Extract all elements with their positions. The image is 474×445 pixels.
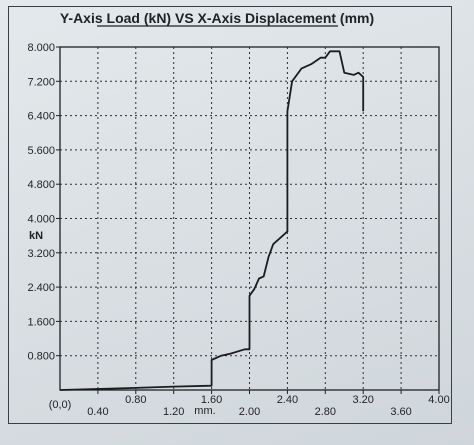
- x-tick-label: 3.60: [390, 406, 411, 418]
- series-layer: [59, 50, 365, 391]
- y-tick-label: 6.400: [27, 111, 55, 123]
- y-tick-label: 3.200: [27, 248, 55, 260]
- origin-label: (0,0): [49, 399, 72, 411]
- y-tick-label: 0.800: [27, 351, 55, 363]
- y-tick-label: 7.200: [27, 76, 55, 88]
- y-tick-label: 1.600: [27, 316, 55, 328]
- x-tick-label: 2.80: [315, 406, 336, 418]
- y-tick-label: 8.000: [27, 42, 55, 54]
- y-tick-label: 2.400: [27, 282, 55, 294]
- y-tick-label: 4.000: [27, 214, 55, 226]
- y-axis-label: kN: [29, 230, 43, 242]
- tick-layer: 0.800 1.600 2.400 3.200 4.000 4.800 5.600 6.400…: [27, 42, 449, 418]
- x-tick-label: 2.40: [277, 394, 298, 406]
- x-tick-label: 4.00: [428, 394, 449, 406]
- chart-frame: [8, 6, 452, 424]
- x-tick-label: 3.20: [352, 394, 373, 406]
- y-tick-label: 5.600: [27, 145, 55, 157]
- x-tick-label: 1.20: [163, 406, 184, 418]
- x-tick-label: 0.40: [87, 406, 108, 418]
- y-tick-label: 4.800: [27, 179, 55, 191]
- x-tick-label: 0.80: [125, 394, 146, 406]
- x-tick-label: 2.00: [239, 406, 260, 418]
- x-tick-label: 1.60: [201, 394, 222, 406]
- series-line: [59, 50, 365, 391]
- x-axis-label: mm.: [194, 405, 215, 417]
- chart-title: Y-Axis Load (kN) VS X-Axis Displacement …: [60, 10, 374, 26]
